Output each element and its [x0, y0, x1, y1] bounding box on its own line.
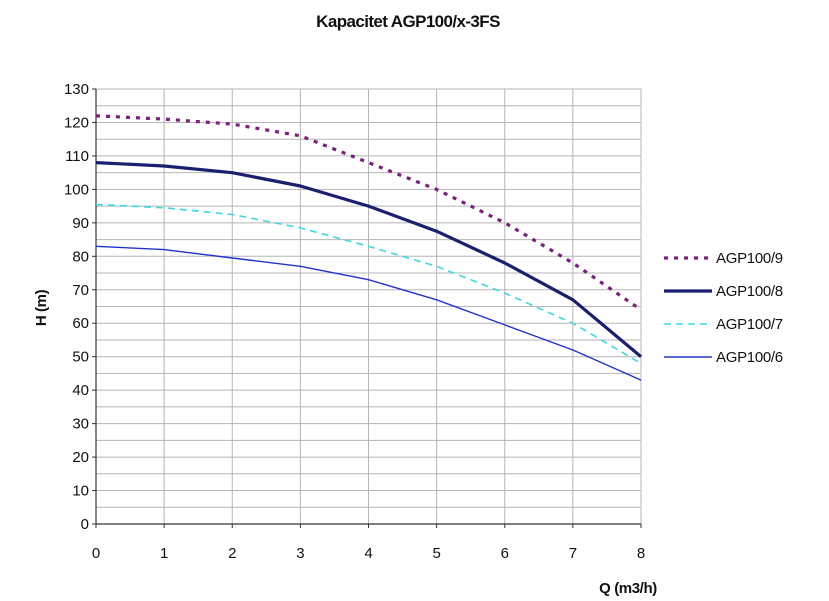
x-axis-label: Q (m3/h) [599, 580, 657, 597]
y-tick-label: 50 [72, 349, 89, 366]
y-tick-label: 20 [72, 449, 89, 466]
x-tick-label: 1 [160, 545, 168, 562]
x-tick-label: 6 [501, 545, 509, 562]
y-tick-label: 80 [72, 248, 89, 265]
x-tick-label: 8 [637, 545, 645, 562]
y-tick-label: 90 [72, 215, 89, 232]
y-tick-label: 10 [72, 483, 89, 500]
y-tick-label: 0 [81, 516, 89, 533]
legend-item[interactable]: AGP100/6 [664, 349, 783, 366]
x-tick-label: 0 [92, 545, 100, 562]
y-tick-label: 60 [72, 315, 89, 332]
legend-label: AGP100/8 [716, 283, 783, 300]
legend-item[interactable]: AGP100/9 [664, 250, 783, 267]
x-tick-labels: 0 1 2 3 4 5 6 7 8 [92, 524, 645, 562]
legend-label: AGP100/6 [716, 349, 783, 366]
x-tick-label: 2 [228, 545, 236, 562]
gridlines [95, 88, 642, 525]
series-line-agp100-6 [95, 245, 642, 381]
x-tick-label: 5 [432, 545, 440, 562]
y-tick-labels: 0 10 20 30 40 50 60 70 80 90 100 110 120 130 [64, 81, 96, 533]
legend[interactable]: AGP100/9 AGP100/8 AGP100/7 AGP100/6 [664, 250, 783, 366]
legend-item[interactable]: AGP100/8 [664, 283, 783, 300]
series-line-agp100-8 [95, 161, 643, 358]
y-tick-label: 70 [72, 282, 89, 299]
y-tick-label: 120 [64, 114, 89, 131]
y-tick-label: 100 [64, 181, 89, 198]
series-line-agp100-9 [95, 114, 642, 312]
legend-label: AGP100/9 [716, 250, 783, 267]
series-line-agp100-7 [95, 203, 642, 365]
y-tick-label: 130 [64, 81, 89, 98]
legend-label: AGP100/7 [716, 316, 783, 333]
series-lines [95, 114, 643, 381]
x-tick-label: 3 [296, 545, 304, 562]
y-axis-label: H (m) [33, 289, 50, 326]
legend-item[interactable]: AGP100/7 [664, 316, 783, 333]
x-tick-label: 7 [569, 545, 577, 562]
y-tick-label: 30 [72, 416, 89, 433]
chart-title: Kapacitet AGP100/x-3FS [316, 12, 500, 31]
x-tick-label: 4 [364, 545, 372, 562]
y-tick-label: 110 [65, 148, 89, 165]
y-tick-label: 40 [72, 382, 89, 399]
